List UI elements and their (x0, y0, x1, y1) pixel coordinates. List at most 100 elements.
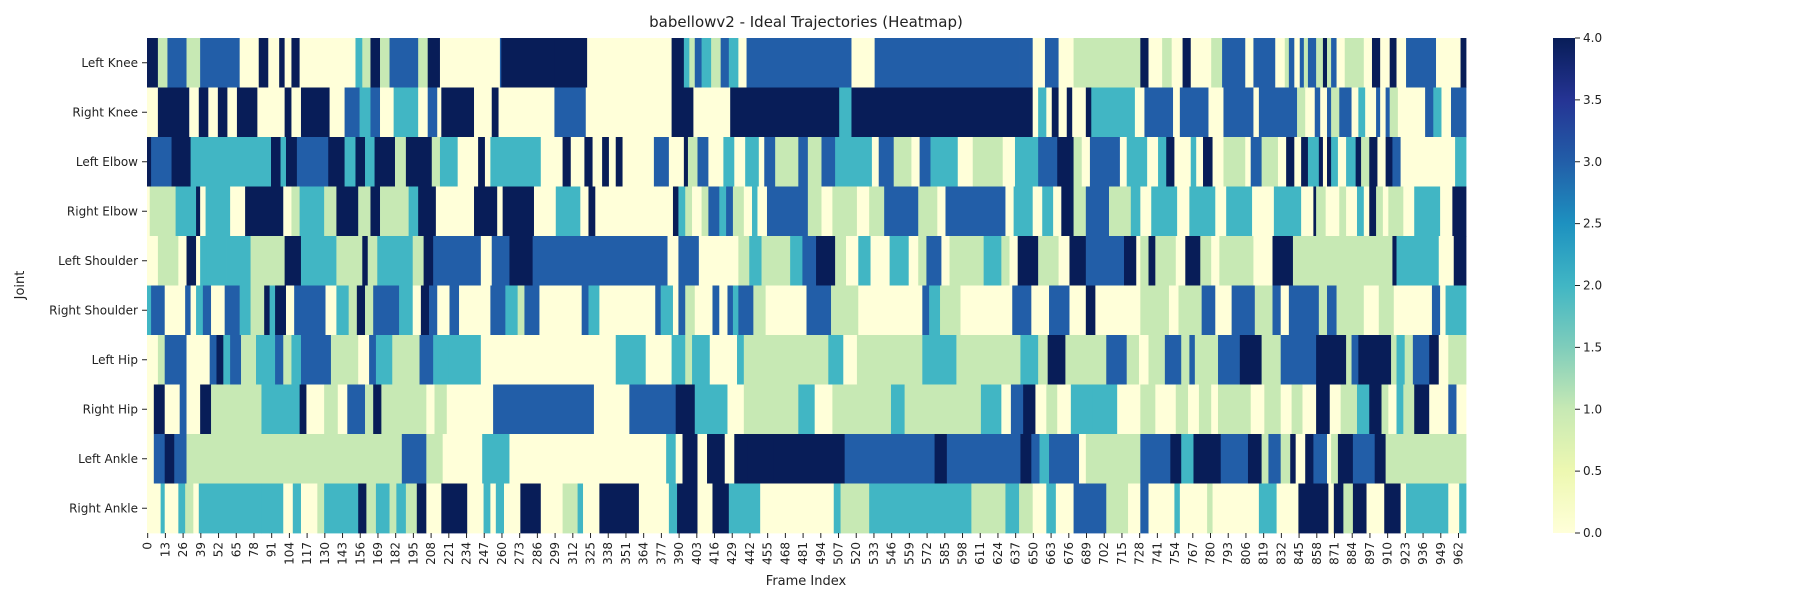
heatmap-cell (730, 87, 840, 138)
heatmap-cell (1091, 87, 1136, 138)
heatmap-cell (151, 137, 172, 187)
heatmap-cell (1179, 87, 1209, 138)
x-tick-label: 546 (885, 542, 899, 565)
heatmap-cell (1325, 186, 1340, 237)
y-tick-label: Left Elbow (76, 155, 138, 169)
x-tick-label: 52 (212, 542, 226, 557)
heatmap-cell (1403, 186, 1415, 237)
heatmap-cell (821, 137, 836, 187)
heatmap-cell (585, 87, 672, 138)
heatmap-cell (580, 236, 602, 286)
heatmap-cell (1085, 434, 1141, 484)
heatmap-cell (474, 87, 493, 138)
heatmap-cell (358, 335, 370, 385)
heatmap-cell (330, 335, 359, 385)
heatmap-cell (1299, 38, 1305, 88)
heatmap-cell (230, 186, 246, 237)
heatmap-cell (1389, 87, 1399, 138)
heatmap-cell (373, 285, 400, 336)
heatmap-cell (1261, 434, 1269, 484)
heatmap-cell (439, 38, 501, 88)
heatmap-cell (1057, 137, 1074, 187)
heatmap-cell (871, 137, 880, 187)
heatmap-cell (153, 384, 166, 435)
heatmap-cell (206, 236, 227, 286)
heatmap-cell (1147, 137, 1159, 187)
heatmap-cell (369, 335, 377, 385)
heatmap-cell (299, 384, 307, 435)
heatmap-cell (1331, 434, 1339, 484)
heatmap-cell (1211, 384, 1219, 435)
heatmap-cell (737, 335, 745, 385)
heatmap-cell (1174, 483, 1181, 534)
heatmap-cell (946, 434, 1004, 484)
heatmap-cell (1053, 186, 1062, 237)
heatmap-cell (1203, 137, 1213, 187)
heatmap-cell (1179, 483, 1208, 534)
colorbar-tick-label: 4.0 (1583, 31, 1602, 45)
heatmap-cell (687, 137, 698, 187)
heatmap-cell (726, 186, 734, 237)
heatmap-cell (258, 38, 269, 88)
heatmap-cell (375, 335, 393, 385)
heatmap-cell (365, 285, 374, 336)
heatmap-cell (291, 38, 301, 88)
heatmap-cell (599, 285, 618, 336)
heatmap-cell (393, 87, 419, 138)
heatmap-cell (256, 335, 276, 385)
heatmap-cell (1212, 137, 1224, 187)
x-tick-label: 390 (672, 542, 686, 565)
heatmap-cell (588, 285, 600, 336)
heatmap-cell (186, 434, 403, 484)
heatmap-cell (1178, 285, 1203, 336)
heatmap-cell (701, 38, 712, 88)
heatmap-cell (264, 285, 271, 336)
heatmap-cell (1403, 384, 1415, 435)
heatmap-cell (164, 285, 186, 336)
x-tick-label: 299 (548, 542, 562, 565)
heatmap-cell (584, 137, 593, 187)
x-tick-label: 962 (1452, 542, 1466, 565)
heatmap-cell (1020, 335, 1039, 385)
heatmap-cell (1215, 285, 1233, 336)
heatmap-cell (562, 137, 572, 187)
heatmap-cell (1055, 483, 1074, 534)
heatmap-cell (1376, 87, 1381, 138)
heatmap-cell (1396, 384, 1404, 435)
x-tick-label: 325 (584, 542, 598, 565)
heatmap-cell (1276, 483, 1299, 534)
heatmap-cell (1085, 87, 1092, 138)
x-tick-label: 26 (176, 542, 190, 557)
heatmap-cell (294, 285, 302, 336)
heatmap-cell (497, 186, 504, 237)
colorbar-tick-label: 1.0 (1583, 402, 1602, 416)
heatmap-cell (336, 285, 350, 336)
heatmap-cell (757, 186, 768, 237)
x-tick-label: 910 (1381, 542, 1395, 565)
heatmap-cell (1010, 384, 1024, 435)
heatmap-cell (164, 434, 175, 484)
heatmap-cell (1294, 137, 1302, 187)
heatmap-cell (671, 87, 694, 138)
heatmap-cell (505, 285, 519, 336)
heatmap-cell (366, 483, 377, 534)
heatmap-cell (147, 285, 152, 336)
heatmap-cell (1194, 335, 1219, 385)
heatmap-cell (1261, 137, 1279, 187)
x-tick-label: 273 (513, 542, 527, 565)
heatmap-cell (367, 236, 378, 286)
heatmap-cell (1245, 137, 1252, 187)
heatmap-cell (532, 236, 557, 286)
heatmap-cell (502, 186, 535, 237)
heatmap-cell (1393, 285, 1433, 336)
heatmap-cell (1440, 186, 1453, 237)
heatmap-cell (1327, 38, 1332, 88)
heatmap-cell (157, 87, 190, 138)
heatmap-cell (743, 384, 757, 435)
heatmap-cell (1252, 186, 1275, 237)
heatmap-cell (1170, 434, 1182, 484)
heatmap-cell (1392, 137, 1401, 187)
heatmap-cell (719, 186, 727, 237)
heatmap-cell (1038, 236, 1059, 286)
heatmap-cell (1032, 186, 1043, 237)
